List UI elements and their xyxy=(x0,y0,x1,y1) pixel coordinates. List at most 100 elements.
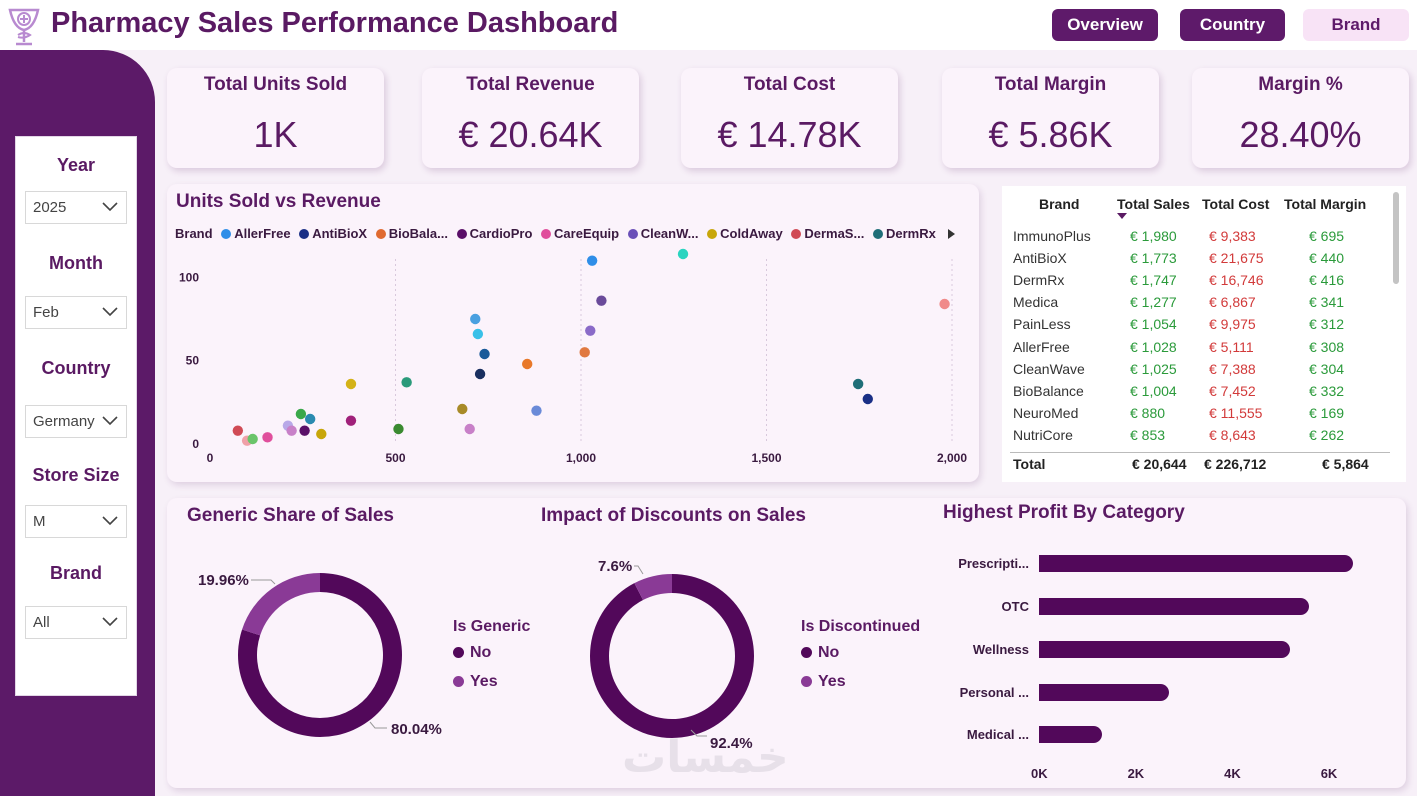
donut-slice-yes[interactable] xyxy=(242,573,320,636)
scatter-point[interactable] xyxy=(232,425,244,436)
legend-title: Brand xyxy=(175,226,213,241)
legend-item[interactable]: DermaS... xyxy=(791,226,864,241)
scatter-point[interactable] xyxy=(586,255,598,266)
legend-dot xyxy=(791,229,802,239)
scatter-point[interactable] xyxy=(677,248,689,260)
kpi-card-cost: Total Cost € 14.78K xyxy=(681,68,898,168)
bar-x-tick-label: 0K xyxy=(1031,766,1048,781)
legend-item[interactable]: AntiBioX xyxy=(299,226,367,241)
table-header[interactable]: Total Margin xyxy=(1284,196,1367,212)
x-tick-label: 1,500 xyxy=(751,451,781,465)
nav-overview-button[interactable]: Overview xyxy=(1052,9,1158,41)
profit-bar[interactable] xyxy=(1039,598,1310,615)
table-header[interactable]: Total Cost xyxy=(1202,196,1270,212)
scatter-point[interactable] xyxy=(345,378,357,390)
scatter-point[interactable] xyxy=(474,368,486,380)
scatter-point[interactable] xyxy=(522,358,533,370)
generic-share-title: Generic Share of Sales xyxy=(187,505,394,526)
table-row[interactable]: AntiBioX € 1,773 € 21,675 € 440 xyxy=(1013,250,1345,266)
legend-item[interactable]: CardioPro xyxy=(456,226,532,241)
scatter-point[interactable] xyxy=(401,377,412,388)
table-divider xyxy=(1010,452,1390,453)
scatter-point[interactable] xyxy=(299,425,310,436)
table-row[interactable]: NeuroMed € 880 € 11,555 € 169 xyxy=(1013,405,1345,421)
bar-category-label: Medical ... xyxy=(966,727,1029,742)
brand-select[interactable]: All xyxy=(25,606,127,639)
chevron-down-icon xyxy=(102,416,118,426)
table-header[interactable]: Brand xyxy=(1039,196,1080,212)
table-total-label: Total xyxy=(1013,456,1046,472)
scatter-point[interactable] xyxy=(464,423,475,435)
legend-dot xyxy=(221,229,232,239)
kpi-value: 28.40% xyxy=(1239,114,1362,155)
scatter-point[interactable] xyxy=(295,408,307,420)
bar-x-tick-label: 2K xyxy=(1127,766,1145,781)
scatter-card: Units Sold vs Revenue Brand AllerFree An… xyxy=(167,184,979,482)
table-header-sorted[interactable]: Total Sales xyxy=(1117,196,1190,212)
legend-item[interactable]: ColdAway xyxy=(707,226,783,241)
scatter-point[interactable] xyxy=(579,347,590,358)
scatter-point[interactable] xyxy=(304,413,316,425)
x-tick-label: 1,000 xyxy=(566,451,596,465)
scatter-point[interactable] xyxy=(939,298,950,310)
year-select[interactable]: 2025 xyxy=(25,191,127,224)
legend-item[interactable]: BioBala... xyxy=(375,226,448,241)
page-title: Pharmacy Sales Performance Dashboard xyxy=(51,7,619,39)
profit-bar[interactable] xyxy=(1039,555,1353,572)
table-row[interactable]: ImmunoPlus € 1,980 € 9,383 € 695 xyxy=(1013,228,1345,244)
table-row[interactable]: PainLess € 1,054 € 9,975 € 312 xyxy=(1013,316,1345,332)
x-tick-label: 2,000 xyxy=(937,451,967,465)
table-row[interactable]: Medica € 1,277 € 6,867 € 341 xyxy=(1013,294,1345,310)
scatter-point[interactable] xyxy=(286,425,297,436)
legend-item[interactable]: DermRx xyxy=(872,226,936,241)
top-bar: Pharmacy Sales Performance Dashboard Ove… xyxy=(0,0,1417,50)
generic-legend-yes[interactable]: Yes xyxy=(453,673,498,691)
scatter-point[interactable] xyxy=(470,313,481,325)
legend-item[interactable]: CleanW... xyxy=(627,226,698,241)
scatter-point[interactable] xyxy=(345,415,357,426)
scatter-point[interactable] xyxy=(862,393,873,405)
scatter-point[interactable] xyxy=(479,348,490,360)
table-row[interactable]: NutriCore € 853 € 8,643 € 262 xyxy=(1013,427,1345,443)
scatter-point[interactable] xyxy=(531,405,542,416)
scatter-point[interactable] xyxy=(393,423,404,435)
donut-slice-yes[interactable] xyxy=(634,574,672,601)
scatter-point[interactable] xyxy=(472,328,484,340)
country-select-value: Germany xyxy=(33,413,95,430)
discount-legend-title: Is Discontinued xyxy=(801,618,921,635)
profit-bar[interactable] xyxy=(1039,641,1291,658)
kpi-label: Total Revenue xyxy=(466,74,595,95)
store-size-select[interactable]: M xyxy=(25,505,127,538)
profit-bar[interactable] xyxy=(1039,726,1102,743)
table-row[interactable]: CleanWave € 1,025 € 7,388 € 304 xyxy=(1013,361,1345,377)
legend-next-icon[interactable] xyxy=(945,228,957,240)
country-select[interactable]: Germany xyxy=(25,405,127,438)
scatter-point[interactable] xyxy=(457,403,468,415)
month-filter-label: Month xyxy=(49,253,103,273)
table-row[interactable]: DermRx € 1,747 € 16,746 € 416 xyxy=(1013,272,1345,288)
table-row[interactable]: AllerFree € 1,028 € 5,111 € 308 xyxy=(1013,339,1345,355)
filter-panel: Year 2025 Month Feb Country Germany Stor… xyxy=(15,136,137,696)
scatter-point[interactable] xyxy=(585,325,596,336)
scatter-point[interactable] xyxy=(262,432,273,443)
scatter-point[interactable] xyxy=(316,428,327,440)
kpi-card-margin: Total Margin € 5.86K xyxy=(942,68,1159,168)
table-scrollbar[interactable] xyxy=(1393,192,1399,284)
generic-legend-no[interactable]: No xyxy=(453,644,491,662)
month-select[interactable]: Feb xyxy=(25,296,127,329)
scatter-point[interactable] xyxy=(852,378,864,390)
discount-legend-no[interactable]: No xyxy=(801,644,839,662)
scatter-point[interactable] xyxy=(596,295,607,306)
nav-brand-button[interactable]: Brand xyxy=(1303,9,1409,41)
kpi-value: € 20.64K xyxy=(458,114,603,155)
legend-dot xyxy=(872,229,883,239)
kpi-label: Total Margin xyxy=(994,74,1107,95)
legend-item[interactable]: AllerFree xyxy=(221,226,291,241)
legend-item[interactable]: CareEquip xyxy=(541,226,619,241)
table-row[interactable]: BioBalance € 1,004 € 7,452 € 332 xyxy=(1013,383,1345,399)
discount-legend-yes[interactable]: Yes xyxy=(801,673,846,691)
profit-bar[interactable] xyxy=(1039,684,1170,701)
kpi-value: € 5.86K xyxy=(988,114,1113,155)
scatter-point[interactable] xyxy=(247,433,258,445)
nav-country-button[interactable]: Country xyxy=(1180,9,1285,41)
